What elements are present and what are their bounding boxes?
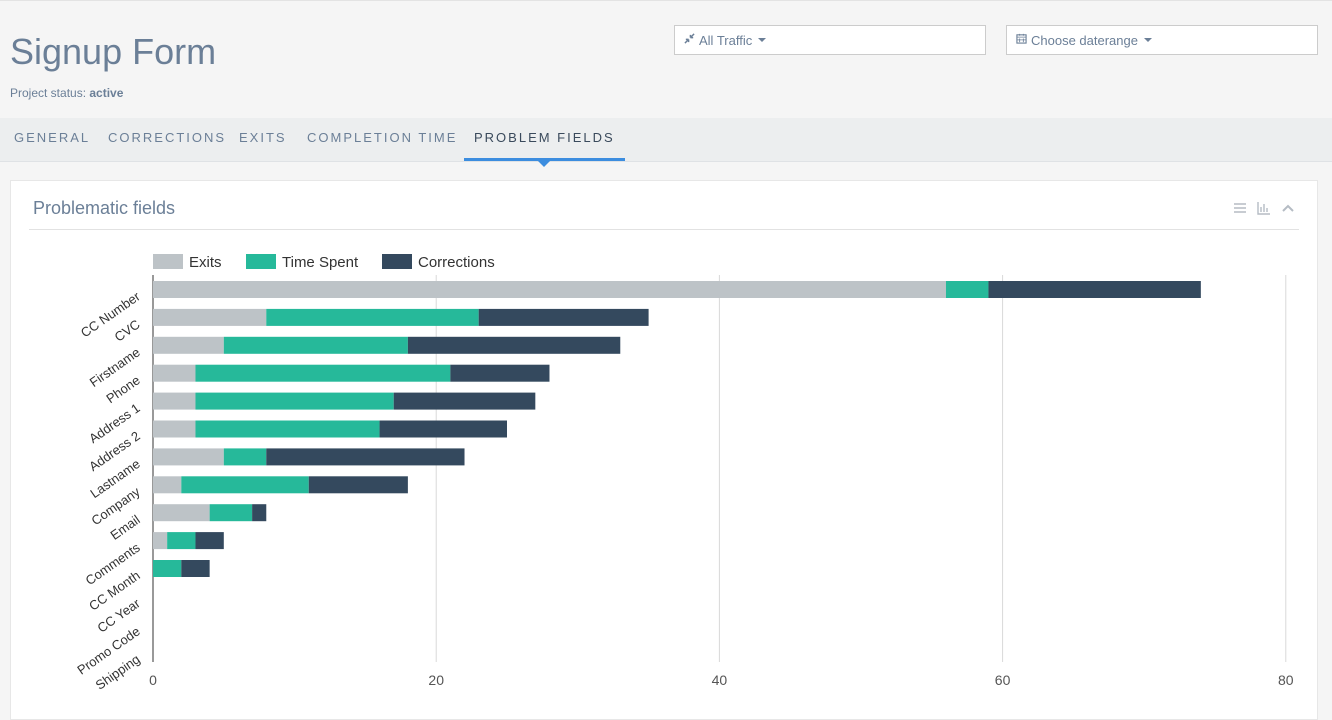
bar-exits bbox=[153, 364, 196, 382]
traffic-dropdown-label: All Traffic bbox=[699, 32, 753, 48]
bar-time-spent bbox=[195, 392, 394, 410]
traffic-dropdown[interactable]: All Traffic bbox=[674, 25, 986, 55]
bar-time-spent bbox=[195, 364, 451, 382]
panel-divider bbox=[29, 229, 1299, 230]
tab-bar: GENERAL CORRECTIONS EXITS COMPLETION TIM… bbox=[0, 118, 1332, 167]
bar-corrections bbox=[252, 504, 267, 522]
bar-corrections bbox=[450, 364, 550, 382]
x-tick-label: 0 bbox=[149, 672, 157, 688]
project-status: Project status: active bbox=[10, 86, 123, 100]
page-title: Signup Form bbox=[10, 31, 217, 72]
bar-exits bbox=[153, 308, 267, 326]
bar-time-spent bbox=[223, 336, 408, 354]
bar-time-spent bbox=[181, 476, 309, 494]
chart-legend: Exits Time Spent Corrections bbox=[153, 254, 495, 271]
caret-down-icon bbox=[758, 38, 767, 42]
bar-time-spent bbox=[209, 504, 253, 522]
bar-corrections bbox=[181, 560, 210, 577]
bar-exits bbox=[153, 448, 224, 466]
chevron-up-icon[interactable] bbox=[1281, 201, 1295, 215]
bar-corrections bbox=[308, 476, 408, 494]
x-tick-label: 60 bbox=[995, 672, 1011, 688]
panel-title: Problematic fields bbox=[33, 198, 176, 218]
bar-corrections bbox=[195, 532, 224, 550]
legend-item: Corrections bbox=[382, 254, 495, 271]
bar-time-spent bbox=[266, 308, 479, 326]
legend-swatch bbox=[382, 254, 412, 269]
panel-toolbar bbox=[1233, 201, 1295, 215]
bar-corrections bbox=[379, 420, 507, 438]
legend-swatch bbox=[246, 254, 276, 269]
bar-time-spent bbox=[195, 420, 380, 438]
page-header: Signup Form Project status: active All T… bbox=[0, 0, 1332, 119]
calendar-icon bbox=[1016, 33, 1027, 47]
compress-arrows-icon bbox=[684, 33, 695, 47]
tab-general[interactable]: GENERAL bbox=[14, 130, 91, 145]
x-axis-labels: 0 20 40 60 80 bbox=[149, 672, 1294, 688]
legend-item: Time Spent bbox=[246, 254, 359, 271]
status-label: Project status: bbox=[10, 86, 87, 100]
bar-exits bbox=[153, 336, 224, 354]
bar-exits bbox=[153, 420, 196, 438]
x-tick-label: 40 bbox=[712, 672, 728, 688]
bar-corrections bbox=[988, 281, 1201, 298]
legend-label: Corrections bbox=[418, 254, 495, 271]
bar-chart-icon[interactable] bbox=[1257, 201, 1271, 215]
bar-time-spent bbox=[153, 560, 182, 577]
bar-corrections bbox=[407, 336, 621, 354]
bar-exits bbox=[153, 504, 210, 522]
bar-exits bbox=[153, 476, 182, 494]
tab-exits[interactable]: EXITS bbox=[239, 130, 287, 145]
y-category-label: CVC bbox=[112, 317, 143, 345]
bar-exits bbox=[153, 532, 168, 550]
legend-label: Exits bbox=[189, 254, 222, 271]
tab-corrections[interactable]: CORRECTIONS bbox=[108, 130, 227, 145]
list-icon[interactable] bbox=[1233, 201, 1247, 215]
legend-item: Exits bbox=[153, 254, 222, 271]
caret-down-icon bbox=[1143, 38, 1152, 42]
bar-corrections bbox=[393, 392, 536, 410]
chart-bars bbox=[153, 281, 1201, 577]
bar-time-spent bbox=[223, 448, 267, 466]
bar-time-spent bbox=[167, 532, 196, 550]
daterange-dropdown[interactable]: Choose daterange bbox=[1006, 25, 1318, 55]
legend-swatch bbox=[153, 254, 183, 269]
bar-corrections bbox=[266, 448, 465, 466]
bar-exits bbox=[153, 281, 946, 298]
bar-corrections bbox=[478, 308, 649, 326]
chart-grid bbox=[152, 275, 1287, 662]
x-tick-label: 80 bbox=[1278, 672, 1294, 688]
legend-label: Time Spent bbox=[282, 254, 359, 271]
tab-problem-fields[interactable]: PROBLEM FIELDS bbox=[464, 118, 625, 167]
bar-exits bbox=[153, 392, 196, 410]
daterange-dropdown-label: Choose daterange bbox=[1031, 32, 1138, 48]
bar-time-spent bbox=[945, 281, 989, 298]
status-value: active bbox=[89, 86, 124, 100]
x-tick-label: 20 bbox=[428, 672, 444, 688]
tab-completion-time[interactable]: COMPLETION TIME bbox=[307, 130, 458, 145]
